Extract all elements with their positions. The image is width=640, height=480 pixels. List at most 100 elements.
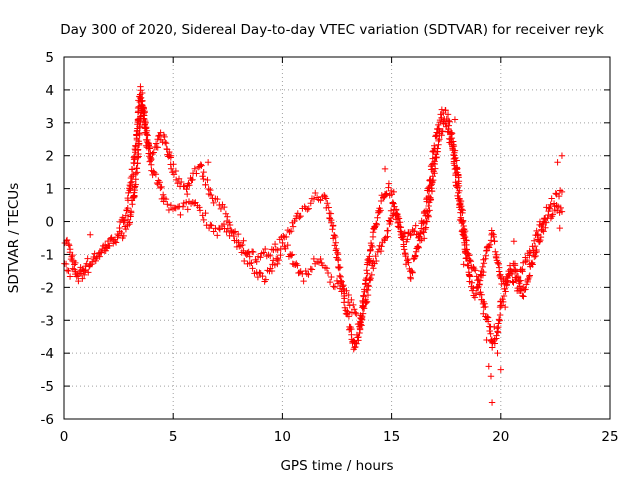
- data-point-marker: [327, 210, 335, 217]
- data-point-marker: [326, 278, 334, 286]
- data-point-marker: [141, 108, 148, 115]
- data-point-marker: [127, 213, 134, 220]
- data-point-marker: [557, 204, 564, 212]
- data-point-marker: [401, 229, 408, 237]
- x-tick-label: 25: [601, 429, 618, 445]
- data-point-marker: [491, 323, 498, 331]
- data-point-marker: [63, 236, 71, 244]
- data-point-marker: [224, 225, 232, 232]
- data-point-marker: [453, 157, 460, 164]
- data-point-marker: [79, 275, 86, 282]
- data-point-marker: [240, 237, 247, 244]
- data-point-marker: [296, 214, 303, 221]
- data-point-marker: [200, 216, 207, 224]
- data-point-marker: [75, 277, 82, 285]
- y-axis-label: SDTVAR / TECUs: [6, 183, 22, 293]
- data-point-marker: [267, 252, 274, 260]
- data-point-marker: [448, 139, 455, 146]
- data-point-marker: [152, 171, 160, 178]
- x-axis-label: GPS time / hours: [280, 458, 393, 474]
- data-point-marker: [360, 305, 368, 312]
- data-point-marker: [317, 197, 324, 204]
- data-point-marker: [501, 303, 509, 311]
- data-point-marker: [367, 239, 375, 247]
- data-point-marker: [491, 340, 499, 347]
- data-point-marker: [304, 206, 311, 213]
- data-point-marker: [167, 152, 175, 159]
- data-point-marker: [256, 269, 263, 276]
- data-point-marker: [458, 219, 466, 227]
- data-point-marker: [164, 201, 171, 208]
- data-point-marker: [334, 249, 341, 256]
- data-point-marker: [336, 272, 343, 280]
- data-point-marker: [364, 282, 372, 289]
- data-point-marker: [207, 191, 215, 199]
- data-point-marker: [335, 257, 342, 264]
- data-point-marker: [448, 129, 455, 136]
- data-point-marker: [486, 241, 494, 248]
- data-point-marker: [381, 165, 389, 173]
- data-point-marker: [514, 273, 522, 280]
- y-tick-label: -3: [41, 313, 54, 329]
- data-point-marker: [66, 246, 74, 253]
- data-point-marker: [287, 227, 295, 235]
- data-point-marker: [333, 277, 341, 285]
- data-point-marker: [471, 294, 479, 301]
- data-point-marker: [381, 237, 388, 244]
- data-point-marker: [308, 266, 316, 273]
- data-point-marker: [253, 258, 260, 265]
- data-point-marker: [529, 261, 536, 268]
- data-point-marker: [111, 236, 119, 243]
- data-point-marker: [370, 264, 377, 272]
- data-point-marker: [373, 221, 381, 229]
- data-point-marker: [139, 97, 146, 104]
- data-point-marker: [249, 265, 256, 272]
- data-point-marker: [277, 251, 284, 259]
- data-point-marker: [449, 146, 457, 154]
- data-point-marker: [372, 252, 379, 260]
- data-point-marker: [537, 233, 545, 241]
- data-point-marker: [495, 316, 503, 323]
- data-point-marker: [127, 209, 135, 216]
- data-point-marker: [184, 190, 191, 198]
- data-point-marker: [366, 253, 373, 260]
- data-point-marker: [488, 399, 496, 406]
- data-point-marker: [128, 173, 136, 180]
- data-point-marker: [69, 265, 76, 272]
- data-point-marker: [260, 249, 267, 256]
- data-point-marker: [479, 263, 486, 271]
- data-point-marker: [387, 214, 395, 222]
- data-point-marker: [364, 291, 372, 299]
- data-point-marker: [207, 186, 214, 194]
- data-point-marker: [448, 130, 456, 137]
- data-point-marker: [420, 229, 428, 236]
- data-point-marker: [92, 257, 99, 265]
- data-point-marker: [95, 250, 102, 257]
- data-point-marker: [329, 226, 336, 233]
- data-point-marker: [353, 340, 360, 347]
- data-point-marker: [72, 259, 79, 267]
- data-point-marker: [500, 298, 507, 306]
- data-point-marker: [217, 205, 225, 213]
- data-point-marker: [334, 280, 342, 287]
- data-point-marker: [436, 136, 443, 143]
- data-point-marker: [344, 310, 351, 317]
- data-point-marker: [457, 214, 465, 221]
- data-point-marker: [348, 331, 355, 338]
- data-point-marker: [394, 211, 401, 219]
- data-point-marker: [434, 145, 441, 152]
- data-point-marker: [151, 169, 158, 176]
- data-point-marker: [475, 276, 482, 284]
- data-point-marker: [465, 269, 472, 276]
- data-point-marker: [135, 141, 143, 149]
- data-point-marker: [533, 248, 540, 256]
- y-tick-label: -1: [41, 247, 54, 263]
- data-point-marker: [485, 363, 492, 370]
- data-point-marker: [358, 316, 366, 324]
- data-point-marker: [341, 295, 348, 302]
- data-point-marker: [488, 230, 496, 237]
- data-point-marker: [394, 223, 402, 230]
- data-point-marker: [547, 201, 554, 208]
- data-point-marker: [362, 299, 370, 306]
- x-tick-label: 20: [492, 429, 509, 445]
